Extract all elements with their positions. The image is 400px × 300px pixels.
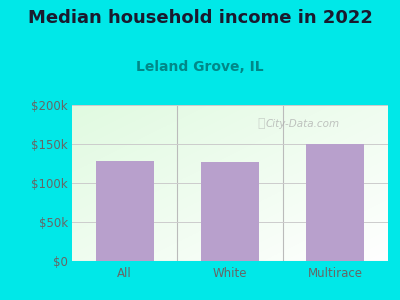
- Text: Leland Grove, IL: Leland Grove, IL: [136, 60, 264, 74]
- Text: City-Data.com: City-Data.com: [266, 119, 340, 129]
- Bar: [306, 144, 364, 261]
- Bar: [201, 162, 259, 261]
- Text: Median household income in 2022: Median household income in 2022: [28, 9, 372, 27]
- Bar: [96, 161, 154, 261]
- Text: ⓘ: ⓘ: [258, 117, 265, 130]
